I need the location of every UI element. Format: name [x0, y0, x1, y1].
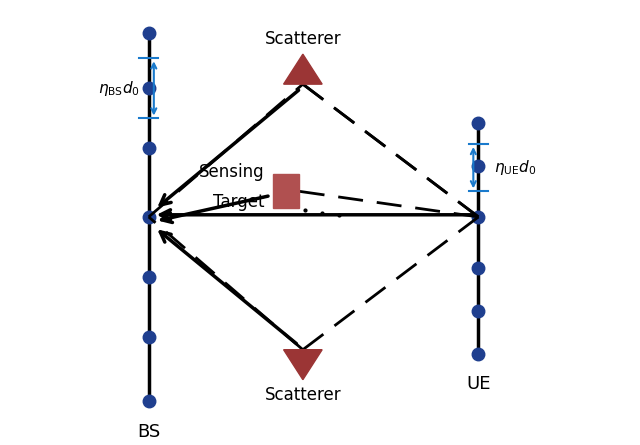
Bar [273, 174, 299, 208]
Text: Sensing: Sensing [198, 162, 264, 181]
Text: Scatterer: Scatterer [264, 386, 341, 404]
Text: BS: BS [137, 422, 160, 441]
Text: $\eta_{\mathrm{BS}}d_0$: $\eta_{\mathrm{BS}}d_0$ [98, 79, 140, 98]
Polygon shape [284, 54, 322, 84]
Text: Target: Target [213, 194, 264, 211]
Text: $\eta_{\mathrm{UE}}d_0$: $\eta_{\mathrm{UE}}d_0$ [493, 158, 536, 177]
Text: Scatterer: Scatterer [264, 30, 341, 48]
Polygon shape [284, 350, 322, 380]
Text: UE: UE [466, 376, 491, 393]
